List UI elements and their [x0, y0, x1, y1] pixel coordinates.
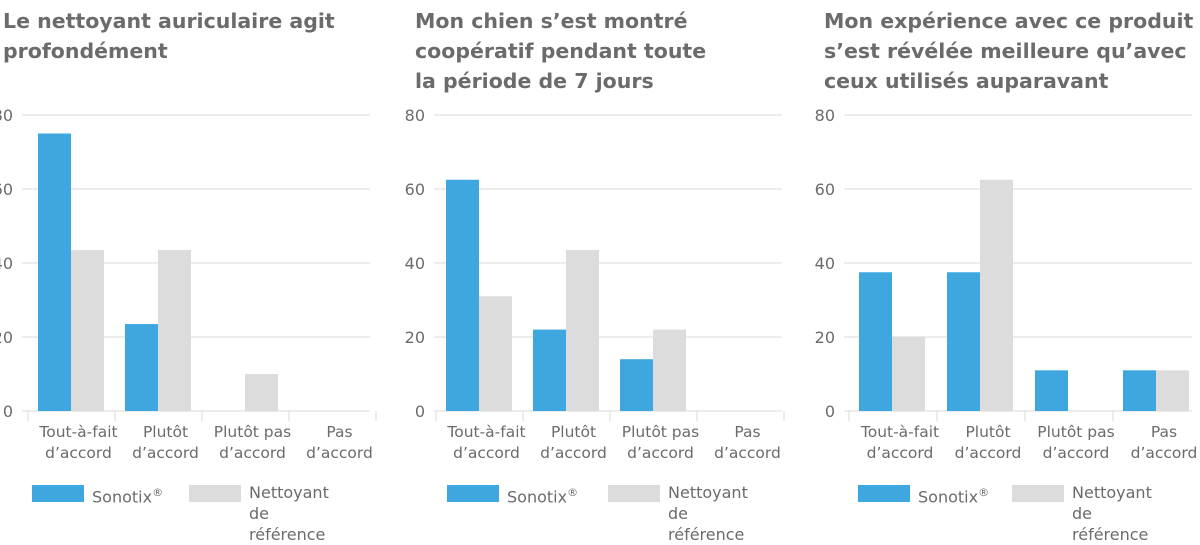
- x-tick-label: Tout-à-fait: [38, 423, 117, 441]
- bar-sonotix: [859, 272, 892, 411]
- bar-reference: [71, 250, 104, 411]
- x-tick-label: Plutôt pas: [214, 423, 291, 441]
- y-tick-label: 80: [815, 106, 835, 125]
- legend-swatch-reference: [608, 485, 660, 502]
- y-tick-label: 0: [825, 402, 835, 421]
- x-tick-label: Plutôt: [965, 423, 1010, 441]
- x-tick-label: d’accord: [955, 444, 1022, 462]
- bar-chart: 0 20 40 60 80 Tout-à-fait d’accord Plutôt d’acco…: [815, 106, 1198, 462]
- chart-title: Le nettoyant auriculaire agit profondéme…: [3, 9, 335, 63]
- bar-sonotix: [38, 133, 71, 411]
- y-tick-label: 60: [0, 180, 13, 199]
- bar-sonotix: [620, 359, 653, 411]
- y-tick-label: 20: [405, 328, 425, 347]
- x-tick-label: d’accord: [132, 444, 199, 462]
- y-tick-label: 40: [815, 254, 835, 273]
- x-tick-label: Tout-à-fait: [446, 423, 525, 441]
- y-tick-label: 60: [405, 180, 425, 199]
- chart-panel-2: Mon chien s’est montré coopératif pendan…: [405, 0, 792, 544]
- x-tick-label: d’accord: [540, 444, 607, 462]
- legend: Sonotix® Nettoyant de référence: [858, 483, 1200, 544]
- y-tick-label: 40: [405, 254, 425, 273]
- bar-sonotix: [947, 272, 980, 411]
- x-tick-label: d’accord: [453, 444, 520, 462]
- y-tick-label: 20: [0, 328, 13, 347]
- legend-swatch-sonotix: [447, 485, 499, 502]
- bar-reference: [479, 296, 512, 411]
- x-tick-label: d’accord: [1131, 444, 1198, 462]
- x-tick-label: Plutôt: [143, 423, 188, 441]
- x-tick-label: Tout-à-fait: [860, 423, 939, 441]
- registered-mark: ®: [152, 486, 164, 499]
- bar-sonotix: [125, 324, 158, 411]
- bar-sonotix: [446, 179, 479, 411]
- x-tick-label: Plutôt pas: [1037, 423, 1114, 441]
- legend-label-sonotix: Sonotix: [918, 487, 979, 507]
- legend: Sonotix® Nettoyant de référence: [447, 483, 807, 544]
- y-tick-label: 0: [415, 402, 425, 421]
- bar-chart: 0 20 40 60 80 Tout-à-fait d’accord Plutôt d’acco…: [0, 106, 377, 462]
- legend-label-reference: Nettoyant de référence: [249, 483, 329, 544]
- x-tick-label: d’accord: [45, 444, 112, 462]
- registered-mark: ®: [567, 486, 579, 499]
- bar-reference: [245, 374, 278, 411]
- legend-swatch-sonotix: [32, 485, 84, 502]
- x-tick-label: d’accord: [714, 444, 781, 462]
- y-tick-label: 60: [815, 180, 835, 199]
- bar-reference: [158, 250, 191, 411]
- x-tick-label: d’accord: [867, 444, 934, 462]
- x-tick-label: Pas: [326, 423, 352, 441]
- legend-label-sonotix: Sonotix: [507, 487, 568, 507]
- bar-reference: [653, 329, 686, 411]
- legend-swatch-reference: [1012, 485, 1064, 502]
- bar-sonotix: [1035, 370, 1068, 411]
- bar-chart: 0 20 40 60 80 Tout-à-fait d’accord Plutôt d’acco…: [405, 106, 785, 462]
- x-tick-label: d’accord: [306, 444, 373, 462]
- bar-reference: [980, 179, 1013, 411]
- registered-mark: ®: [978, 486, 990, 499]
- chart-panel-1: Le nettoyant auriculaire agit profondéme…: [0, 0, 380, 544]
- chart-title: Mon chien s’est montré coopératif pendan…: [415, 9, 707, 93]
- y-tick-label: 20: [815, 328, 835, 347]
- x-tick-label: Pas: [1151, 423, 1177, 441]
- legend: Sonotix® Nettoyant de référence: [32, 483, 392, 544]
- x-tick-label: d’accord: [627, 444, 694, 462]
- y-tick-label: 40: [0, 254, 13, 273]
- x-tick-label: d’accord: [219, 444, 286, 462]
- chart-panel-3: Mon expérience avec ce produit s’est rév…: [815, 0, 1200, 544]
- bar-reference: [566, 250, 599, 411]
- legend-label-reference: Nettoyant de référence: [1072, 483, 1152, 544]
- y-tick-label: 0: [3, 402, 13, 421]
- bar-reference: [892, 337, 925, 411]
- bar-sonotix: [1123, 370, 1156, 411]
- legend-swatch-sonotix: [858, 485, 910, 502]
- legend-label-reference: Nettoyant de référence: [668, 483, 748, 544]
- legend-label-sonotix: Sonotix: [92, 487, 153, 507]
- y-tick-label: 80: [0, 106, 13, 125]
- x-tick-label: Plutôt: [551, 423, 596, 441]
- bar-sonotix: [533, 329, 566, 411]
- x-tick-label: Pas: [734, 423, 760, 441]
- y-tick-label: 80: [405, 106, 425, 125]
- legend-swatch-reference: [189, 485, 241, 502]
- x-tick-label: Plutôt pas: [622, 423, 699, 441]
- bar-reference: [1156, 370, 1189, 411]
- x-tick-label: d’accord: [1043, 444, 1110, 462]
- chart-title: Mon expérience avec ce produit s’est rév…: [824, 9, 1194, 93]
